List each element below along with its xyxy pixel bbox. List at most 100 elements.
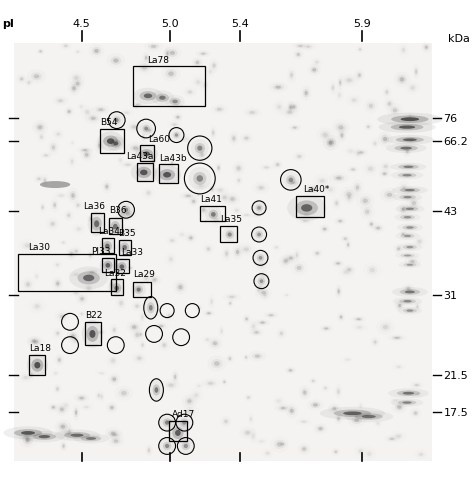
Ellipse shape	[182, 421, 186, 425]
Ellipse shape	[198, 307, 200, 310]
Ellipse shape	[386, 144, 427, 154]
Ellipse shape	[25, 244, 30, 248]
Ellipse shape	[133, 89, 163, 105]
Text: 66.2: 66.2	[444, 137, 468, 147]
Ellipse shape	[412, 410, 419, 416]
Ellipse shape	[321, 227, 328, 232]
Ellipse shape	[381, 172, 388, 177]
Ellipse shape	[195, 144, 205, 154]
Ellipse shape	[284, 110, 295, 116]
Ellipse shape	[276, 164, 279, 166]
Ellipse shape	[297, 266, 301, 271]
Ellipse shape	[301, 421, 306, 423]
Ellipse shape	[121, 391, 127, 395]
Ellipse shape	[392, 187, 428, 195]
Ellipse shape	[228, 233, 232, 237]
Ellipse shape	[184, 444, 188, 448]
Ellipse shape	[113, 142, 118, 146]
Ellipse shape	[316, 253, 319, 255]
Ellipse shape	[401, 233, 405, 237]
Ellipse shape	[226, 231, 234, 239]
Ellipse shape	[331, 406, 338, 412]
Ellipse shape	[346, 79, 352, 83]
Ellipse shape	[74, 81, 82, 88]
Ellipse shape	[339, 132, 345, 140]
Ellipse shape	[54, 204, 56, 208]
Ellipse shape	[319, 427, 322, 430]
Ellipse shape	[377, 422, 379, 424]
Ellipse shape	[257, 255, 264, 262]
Ellipse shape	[419, 453, 423, 456]
Ellipse shape	[151, 46, 156, 49]
Ellipse shape	[50, 144, 57, 152]
Ellipse shape	[401, 207, 418, 212]
Ellipse shape	[89, 252, 92, 259]
Ellipse shape	[333, 407, 337, 410]
Ellipse shape	[254, 213, 261, 217]
Ellipse shape	[82, 320, 103, 348]
Ellipse shape	[402, 402, 412, 404]
Ellipse shape	[259, 289, 268, 297]
Ellipse shape	[92, 48, 101, 56]
Ellipse shape	[77, 52, 79, 54]
Ellipse shape	[291, 105, 297, 111]
Ellipse shape	[97, 142, 102, 151]
Ellipse shape	[178, 439, 193, 454]
Ellipse shape	[74, 408, 78, 417]
Ellipse shape	[245, 137, 248, 140]
Ellipse shape	[156, 94, 169, 103]
Ellipse shape	[21, 431, 35, 435]
Ellipse shape	[23, 376, 28, 379]
Ellipse shape	[259, 286, 262, 288]
Ellipse shape	[135, 106, 137, 108]
Ellipse shape	[38, 126, 42, 130]
Ellipse shape	[351, 169, 355, 171]
Text: 5.0: 5.0	[162, 19, 179, 29]
Ellipse shape	[209, 71, 212, 74]
Ellipse shape	[414, 68, 418, 77]
Ellipse shape	[336, 123, 346, 133]
Ellipse shape	[354, 419, 359, 422]
Ellipse shape	[405, 291, 415, 294]
Ellipse shape	[113, 224, 118, 230]
Ellipse shape	[359, 152, 363, 154]
Ellipse shape	[119, 265, 124, 270]
Text: 43: 43	[444, 207, 457, 217]
Ellipse shape	[407, 287, 410, 290]
Ellipse shape	[275, 247, 278, 249]
Ellipse shape	[146, 128, 153, 134]
Text: Pl33: Pl33	[91, 246, 111, 256]
Ellipse shape	[415, 384, 419, 386]
Ellipse shape	[201, 54, 206, 56]
Ellipse shape	[85, 153, 89, 157]
Ellipse shape	[110, 376, 118, 383]
Ellipse shape	[112, 284, 121, 294]
Ellipse shape	[399, 126, 415, 130]
Ellipse shape	[107, 137, 125, 151]
Ellipse shape	[136, 305, 139, 308]
Ellipse shape	[129, 324, 139, 331]
Ellipse shape	[243, 429, 252, 437]
Ellipse shape	[282, 258, 290, 266]
Ellipse shape	[407, 264, 413, 266]
Ellipse shape	[292, 106, 296, 109]
Ellipse shape	[301, 205, 312, 212]
Ellipse shape	[40, 136, 43, 139]
Bar	[29, 355, 46, 375]
Ellipse shape	[252, 324, 255, 329]
Ellipse shape	[280, 332, 283, 335]
Ellipse shape	[71, 334, 75, 338]
Ellipse shape	[40, 182, 70, 189]
Ellipse shape	[234, 248, 241, 257]
Ellipse shape	[55, 386, 60, 392]
Ellipse shape	[24, 431, 65, 442]
Ellipse shape	[273, 85, 283, 91]
Ellipse shape	[392, 109, 397, 113]
Ellipse shape	[348, 196, 350, 200]
Ellipse shape	[67, 428, 72, 437]
Ellipse shape	[167, 50, 178, 58]
Ellipse shape	[196, 62, 199, 65]
Ellipse shape	[287, 196, 326, 222]
Ellipse shape	[20, 78, 23, 81]
Ellipse shape	[83, 275, 94, 282]
